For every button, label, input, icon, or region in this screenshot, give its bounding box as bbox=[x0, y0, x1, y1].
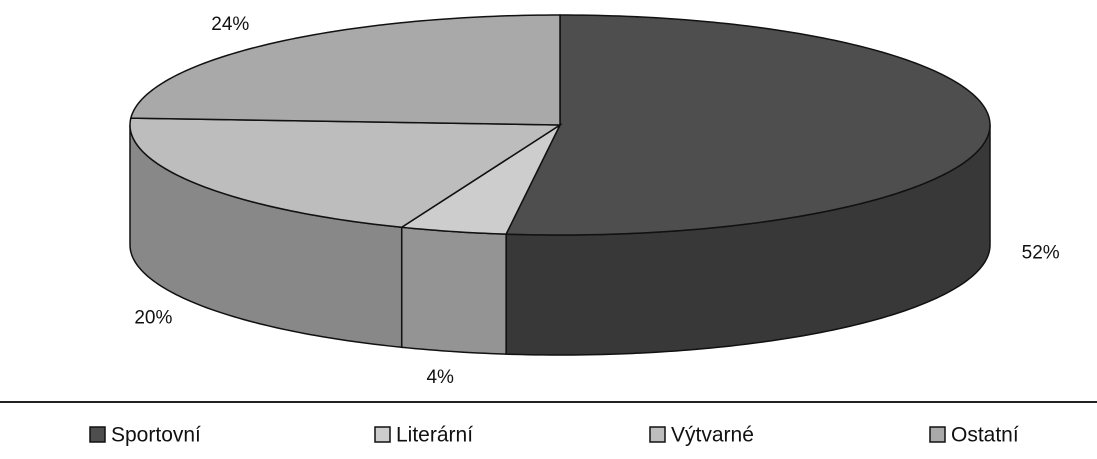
pie-slice bbox=[129, 117, 563, 229]
data-label: 24% bbox=[211, 14, 249, 35]
data-label: 52% bbox=[1022, 243, 1060, 264]
legend-swatch bbox=[929, 426, 946, 443]
legend-swatch bbox=[649, 426, 666, 443]
data-label: 4% bbox=[426, 367, 454, 388]
legend-label: Literární bbox=[396, 424, 473, 447]
pie-slice bbox=[399, 122, 562, 235]
legend-label: Ostatní bbox=[951, 424, 1019, 447]
pie-slice bbox=[129, 14, 561, 126]
pie-slice bbox=[504, 14, 991, 236]
legend-swatch bbox=[374, 426, 391, 443]
legend-label: Sportovní bbox=[111, 424, 201, 447]
pie-side bbox=[400, 226, 507, 355]
legend-label: Výtvarné bbox=[671, 424, 754, 447]
legend-swatch bbox=[89, 426, 106, 443]
data-label: 20% bbox=[134, 308, 172, 329]
